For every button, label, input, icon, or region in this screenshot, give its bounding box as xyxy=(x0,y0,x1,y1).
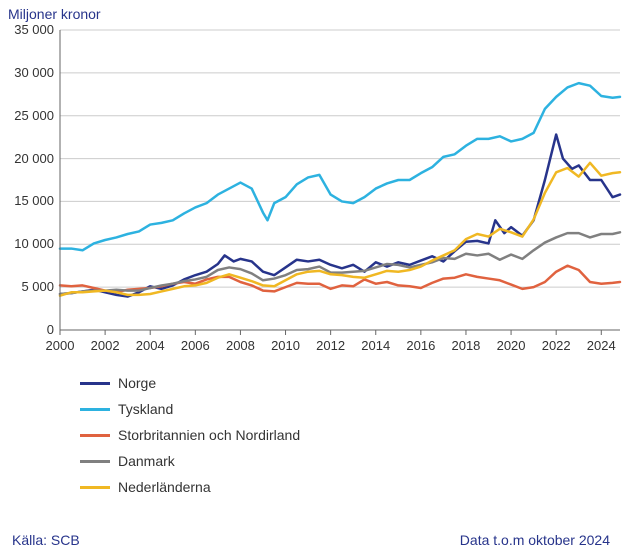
y-tick-label: 35 000 xyxy=(0,22,54,37)
x-tick-label: 2016 xyxy=(406,338,435,353)
x-tick-label: 2022 xyxy=(542,338,571,353)
chart-svg xyxy=(60,30,620,330)
x-tick-label: 2014 xyxy=(361,338,390,353)
plot-area xyxy=(60,30,620,330)
footer-source: Källa: SCB xyxy=(12,532,80,548)
chart-container: Miljoner kronor 0 5 000 10 000 15 000 20 000… xyxy=(0,0,635,560)
legend: Norge Tyskland Storbritannien och Nordirla… xyxy=(80,370,300,500)
y-tick-label: 20 000 xyxy=(0,151,54,166)
x-tick-label: 2006 xyxy=(181,338,210,353)
x-tick-label: 2012 xyxy=(316,338,345,353)
x-tick-label: 2020 xyxy=(497,338,526,353)
x-tick-label: 2002 xyxy=(91,338,120,353)
legend-swatch xyxy=(80,382,110,385)
legend-item: Storbritannien och Nordirland xyxy=(80,422,300,448)
legend-label: Norge xyxy=(118,375,156,391)
x-tick-label: 2024 xyxy=(587,338,616,353)
x-tick-label: 2000 xyxy=(46,338,75,353)
x-tick-label: 2008 xyxy=(226,338,255,353)
legend-swatch xyxy=(80,434,110,437)
legend-swatch xyxy=(80,408,110,411)
legend-item: Nederländerna xyxy=(80,474,300,500)
legend-item: Tyskland xyxy=(80,396,300,422)
legend-item: Danmark xyxy=(80,448,300,474)
y-tick-label: 30 000 xyxy=(0,65,54,80)
y-tick-label: 10 000 xyxy=(0,236,54,251)
legend-label: Storbritannien och Nordirland xyxy=(118,427,300,443)
legend-swatch xyxy=(80,486,110,489)
legend-label: Nederländerna xyxy=(118,479,211,495)
series-line xyxy=(60,83,620,250)
legend-label: Tyskland xyxy=(118,401,173,417)
y-axis-title: Miljoner kronor xyxy=(8,6,101,22)
footer-data-note: Data t.o.m oktober 2024 xyxy=(460,532,610,548)
y-tick-label: 15 000 xyxy=(0,193,54,208)
y-tick-label: 25 000 xyxy=(0,108,54,123)
legend-item: Norge xyxy=(80,370,300,396)
legend-swatch xyxy=(80,460,110,463)
x-tick-label: 2004 xyxy=(136,338,165,353)
x-tick-label: 2018 xyxy=(451,338,480,353)
y-tick-label: 0 xyxy=(0,322,54,337)
legend-label: Danmark xyxy=(118,453,175,469)
y-tick-label: 5 000 xyxy=(0,279,54,294)
x-tick-label: 2010 xyxy=(271,338,300,353)
